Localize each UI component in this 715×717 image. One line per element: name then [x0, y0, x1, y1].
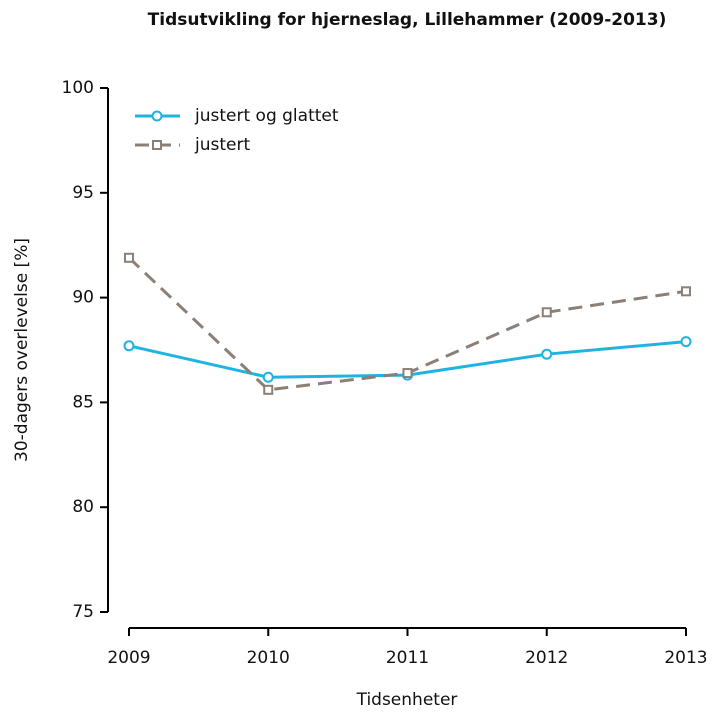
y-axis-label: 30-dagers overlevelse [%]: [12, 238, 32, 462]
point: [263, 384, 274, 395]
legend-label: justert og glattet: [194, 106, 339, 126]
point: [262, 371, 274, 383]
y-tick-label: 80: [72, 497, 94, 517]
point: [541, 307, 552, 318]
point: [541, 348, 553, 360]
point: [681, 286, 691, 297]
x-tick-label: 2013: [664, 648, 707, 668]
y-tick-label: 95: [72, 183, 94, 203]
legend-label: justert: [194, 135, 250, 155]
y-tick-label: 100: [62, 78, 94, 98]
point: [124, 252, 134, 263]
x-tick-label: 2011: [386, 648, 429, 668]
point: [123, 340, 135, 352]
y-tick-label: 85: [72, 392, 94, 412]
point: [680, 336, 692, 348]
legend-marker: [152, 140, 162, 150]
x-tick-label: 2009: [107, 648, 150, 668]
y-tick-label: 90: [72, 288, 94, 308]
legend-marker: [151, 110, 163, 122]
chart-title: Tidsutvikling for hjerneslag, Lillehamme…: [148, 10, 667, 30]
x-axis-label: Tidsenheter: [356, 690, 458, 710]
x-tick-label: 2010: [247, 648, 290, 668]
y-tick-label: 75: [72, 602, 94, 622]
x-tick-label: 2012: [525, 648, 568, 668]
point: [402, 368, 413, 379]
